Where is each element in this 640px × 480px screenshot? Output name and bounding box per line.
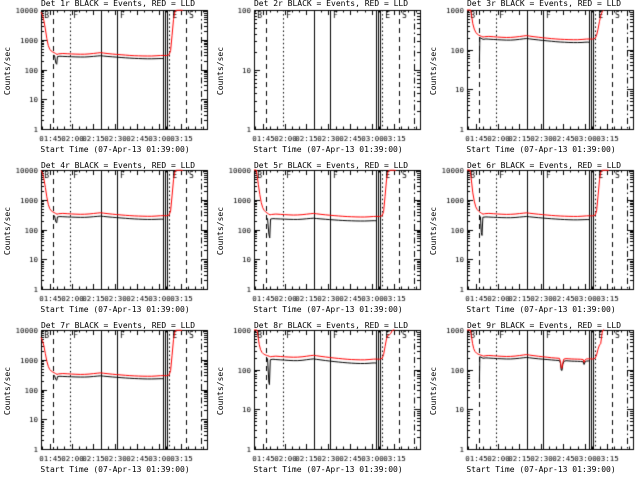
x-axis-label: Start Time (07-Apr-13 01:39:00) xyxy=(40,465,190,474)
y-axis-label: Counts/sec xyxy=(3,206,12,256)
plot-title: Det 7r BLACK = Events, RED = LLD xyxy=(40,321,196,330)
x-axis-label: Start Time (07-Apr-13 01:39:00) xyxy=(253,305,403,314)
y-axis-label: Counts/sec xyxy=(216,366,225,416)
plot-title: Det 8r BLACK = Events, RED = LLD xyxy=(253,321,409,330)
x-axis-label: Start Time (07-Apr-13 01:39:00) xyxy=(466,305,616,314)
subplot-det-1: Det 1r BLACK = Events, RED = LLD Counts/… xyxy=(0,0,213,160)
plot-title: Det 5r BLACK = Events, RED = LLD xyxy=(253,161,409,170)
x-axis-label: Start Time (07-Apr-13 01:39:00) xyxy=(253,465,403,474)
y-axis-label: Counts/sec xyxy=(429,366,438,416)
plot-title: Det 2r BLACK = Events, RED = LLD xyxy=(253,0,409,8)
plot-canvas xyxy=(213,160,426,320)
subplot-det-4: Det 4r BLACK = Events, RED = LLD Counts/… xyxy=(0,160,213,320)
x-axis-label: Start Time (07-Apr-13 01:39:00) xyxy=(40,305,190,314)
subplot-det-6: Det 6r BLACK = Events, RED = LLD Counts/… xyxy=(426,160,639,320)
y-axis-label: Counts/sec xyxy=(429,46,438,96)
plot-title: Det 6r BLACK = Events, RED = LLD xyxy=(466,161,622,170)
subplot-det-9: Det 9r BLACK = Events, RED = LLD Counts/… xyxy=(426,320,639,480)
y-axis-label: Counts/sec xyxy=(3,366,12,416)
x-axis-label: Start Time (07-Apr-13 01:39:00) xyxy=(40,145,190,154)
y-axis-label: Counts/sec xyxy=(216,206,225,256)
plot-canvas xyxy=(426,160,639,320)
y-axis-label: Counts/sec xyxy=(3,46,12,96)
subplot-det-5: Det 5r BLACK = Events, RED = LLD Counts/… xyxy=(213,160,426,320)
plot-title: Det 3r BLACK = Events, RED = LLD xyxy=(466,0,622,8)
plot-canvas xyxy=(213,320,426,480)
plot-canvas xyxy=(426,320,639,480)
plot-title: Det 4r BLACK = Events, RED = LLD xyxy=(40,161,196,170)
plot-canvas xyxy=(0,320,213,480)
subplot-det-2: Det 2r BLACK = Events, RED = LLD Counts/… xyxy=(213,0,426,160)
plot-canvas xyxy=(213,0,426,160)
subplot-det-7: Det 7r BLACK = Events, RED = LLD Counts/… xyxy=(0,320,213,480)
plot-canvas xyxy=(426,0,639,160)
y-axis-label: Counts/sec xyxy=(429,206,438,256)
subplot-det-8: Det 8r BLACK = Events, RED = LLD Counts/… xyxy=(213,320,426,480)
plot-canvas xyxy=(0,160,213,320)
subplot-det-3: Det 3r BLACK = Events, RED = LLD Counts/… xyxy=(426,0,639,160)
x-axis-label: Start Time (07-Apr-13 01:39:00) xyxy=(466,145,616,154)
x-axis-label: Start Time (07-Apr-13 01:39:00) xyxy=(466,465,616,474)
plot-title: Det 1r BLACK = Events, RED = LLD xyxy=(40,0,196,8)
plot-canvas xyxy=(0,0,213,160)
x-axis-label: Start Time (07-Apr-13 01:39:00) xyxy=(253,145,403,154)
plot-title: Det 9r BLACK = Events, RED = LLD xyxy=(466,321,622,330)
y-axis-label: Counts/sec xyxy=(216,46,225,96)
